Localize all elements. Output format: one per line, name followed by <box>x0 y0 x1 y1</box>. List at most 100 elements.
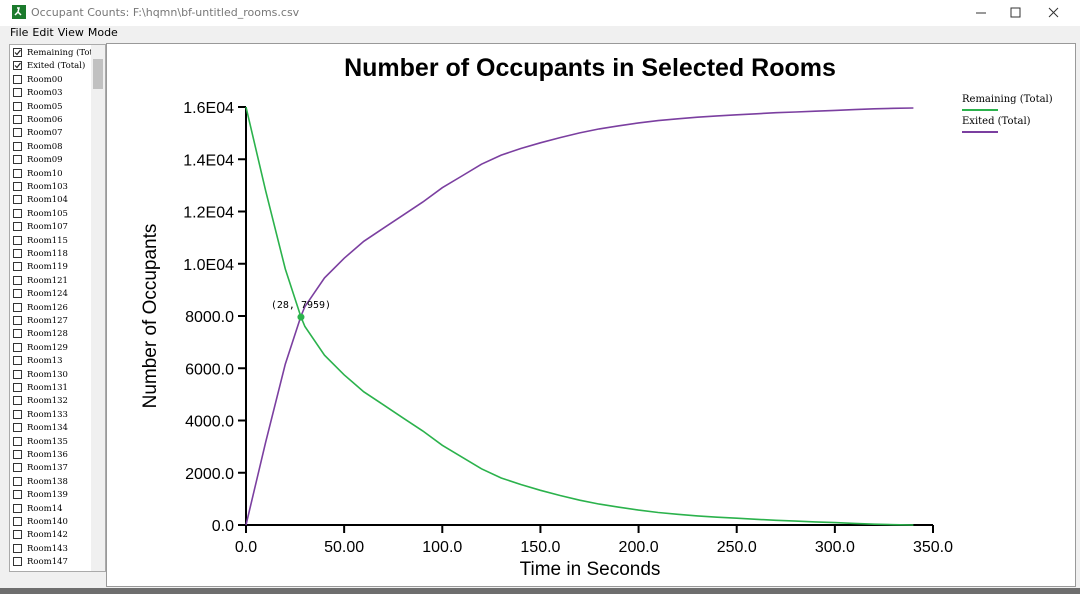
checkbox[interactable] <box>13 48 22 57</box>
checkbox[interactable] <box>13 249 22 258</box>
close[interactable] <box>1048 7 1059 18</box>
checkbox[interactable] <box>13 450 22 459</box>
list-item[interactable]: Room05 <box>13 101 91 113</box>
y-tick-label: 4000.0 <box>185 414 234 431</box>
list-item[interactable]: Room07 <box>13 127 91 139</box>
checkbox[interactable] <box>13 557 22 567</box>
item-label: Room134 <box>27 423 68 434</box>
list-item[interactable]: Room131 <box>13 382 91 394</box>
checkbox[interactable] <box>13 275 22 285</box>
item-label: Room128 <box>27 329 68 340</box>
checkbox[interactable] <box>13 342 22 352</box>
item-label: Room126 <box>27 302 68 313</box>
list-item[interactable]: Room13 <box>13 355 91 367</box>
list-item[interactable]: Room133 <box>13 409 91 421</box>
checkbox[interactable] <box>13 74 22 84</box>
list-item[interactable]: Room135 <box>13 436 91 448</box>
list-item[interactable]: Remaining (Total) <box>13 47 91 59</box>
checkbox[interactable] <box>13 423 22 433</box>
checkbox[interactable] <box>13 543 22 553</box>
list-item[interactable]: Room128 <box>13 328 91 340</box>
list-item[interactable]: Room136 <box>13 449 91 461</box>
list-item[interactable]: Room147 <box>13 556 91 568</box>
list-item[interactable]: Exited (Total) <box>13 60 91 72</box>
checkbox[interactable] <box>13 128 22 138</box>
list-item[interactable]: Room143 <box>13 543 91 555</box>
checkbox[interactable] <box>13 369 22 379</box>
item-label: Room118 <box>27 249 68 259</box>
list-item[interactable]: Room14 <box>13 503 91 515</box>
list-item[interactable]: Room118 <box>13 248 91 260</box>
scrollbar[interactable] <box>91 45 105 571</box>
item-label: Room119 <box>27 262 68 273</box>
checkbox[interactable] <box>13 409 22 419</box>
list-item[interactable]: Room127 <box>13 315 91 327</box>
checkbox[interactable] <box>13 329 22 339</box>
checkbox[interactable] <box>13 302 22 312</box>
annotation-point <box>297 313 305 321</box>
item-label: Room10 <box>27 168 63 179</box>
checkbox[interactable] <box>13 88 22 98</box>
list-item[interactable]: Room142 <box>13 529 91 541</box>
checkbox[interactable] <box>13 356 22 366</box>
checkbox[interactable] <box>13 141 22 151</box>
checkbox[interactable] <box>13 503 22 513</box>
legend-label: Remaining (Total) <box>962 94 1053 105</box>
list-item[interactable]: Room115 <box>13 235 91 247</box>
list-item[interactable]: Room03 <box>13 87 91 99</box>
checkbox[interactable] <box>13 61 22 71</box>
checkbox[interactable] <box>13 222 22 232</box>
list-item[interactable]: Room105 <box>13 208 91 220</box>
menu-item[interactable]: Edit <box>32 26 54 39</box>
checkbox[interactable] <box>13 262 22 272</box>
checkbox[interactable] <box>13 517 22 526</box>
checkbox[interactable] <box>13 436 22 446</box>
checkbox[interactable] <box>13 168 22 178</box>
checkbox[interactable] <box>13 463 22 473</box>
list-item[interactable]: Room119 <box>13 261 91 273</box>
list-item[interactable]: Room126 <box>13 302 91 314</box>
checkbox[interactable] <box>13 182 22 191</box>
list-item[interactable]: Room140 <box>13 516 91 528</box>
checkbox[interactable] <box>13 490 22 500</box>
list-item[interactable]: Room10 <box>13 168 91 180</box>
list-item[interactable]: Room134 <box>13 422 91 434</box>
checkbox[interactable] <box>13 530 22 540</box>
list-item[interactable]: Room103 <box>13 181 91 193</box>
checkbox[interactable] <box>13 235 22 245</box>
list-item[interactable]: Room130 <box>13 369 91 381</box>
chart: Number of Occupants in Selected Rooms Tim… <box>106 43 1076 587</box>
item-label: Room133 <box>27 409 68 420</box>
list-item[interactable]: Room104 <box>13 194 91 206</box>
checkbox[interactable] <box>13 195 22 205</box>
menu-item[interactable]: File <box>10 26 29 39</box>
item-label: Room137 <box>27 463 68 474</box>
list-item[interactable]: Room124 <box>13 288 91 300</box>
list-item[interactable]: Room09 <box>13 154 91 166</box>
checkbox[interactable] <box>13 155 22 165</box>
list-item[interactable]: Room08 <box>13 141 91 153</box>
list-item[interactable]: Room107 <box>13 221 91 233</box>
list-item[interactable]: Room138 <box>13 476 91 488</box>
list-item[interactable]: Room139 <box>13 489 91 501</box>
list-item[interactable]: Room132 <box>13 395 91 407</box>
checkbox[interactable] <box>13 289 22 299</box>
checkbox[interactable] <box>13 208 22 218</box>
checkbox[interactable] <box>13 476 22 486</box>
checkbox[interactable] <box>13 383 22 392</box>
menu-item[interactable]: Mode <box>87 26 118 39</box>
item-label: Room132 <box>27 396 68 407</box>
list-item[interactable]: Room00 <box>13 74 91 86</box>
maximize[interactable] <box>1010 7 1021 18</box>
menu-item[interactable]: View <box>57 26 84 39</box>
scroll-thumb[interactable] <box>93 59 103 89</box>
list-item[interactable]: Room121 <box>13 275 91 287</box>
checkbox[interactable] <box>13 101 22 111</box>
checkbox[interactable] <box>13 115 22 124</box>
checkbox[interactable] <box>13 396 22 406</box>
checkbox[interactable] <box>13 316 22 325</box>
list-item[interactable]: Room06 <box>13 114 91 126</box>
list-item[interactable]: Room129 <box>13 342 91 354</box>
list-item[interactable]: Room137 <box>13 462 91 474</box>
